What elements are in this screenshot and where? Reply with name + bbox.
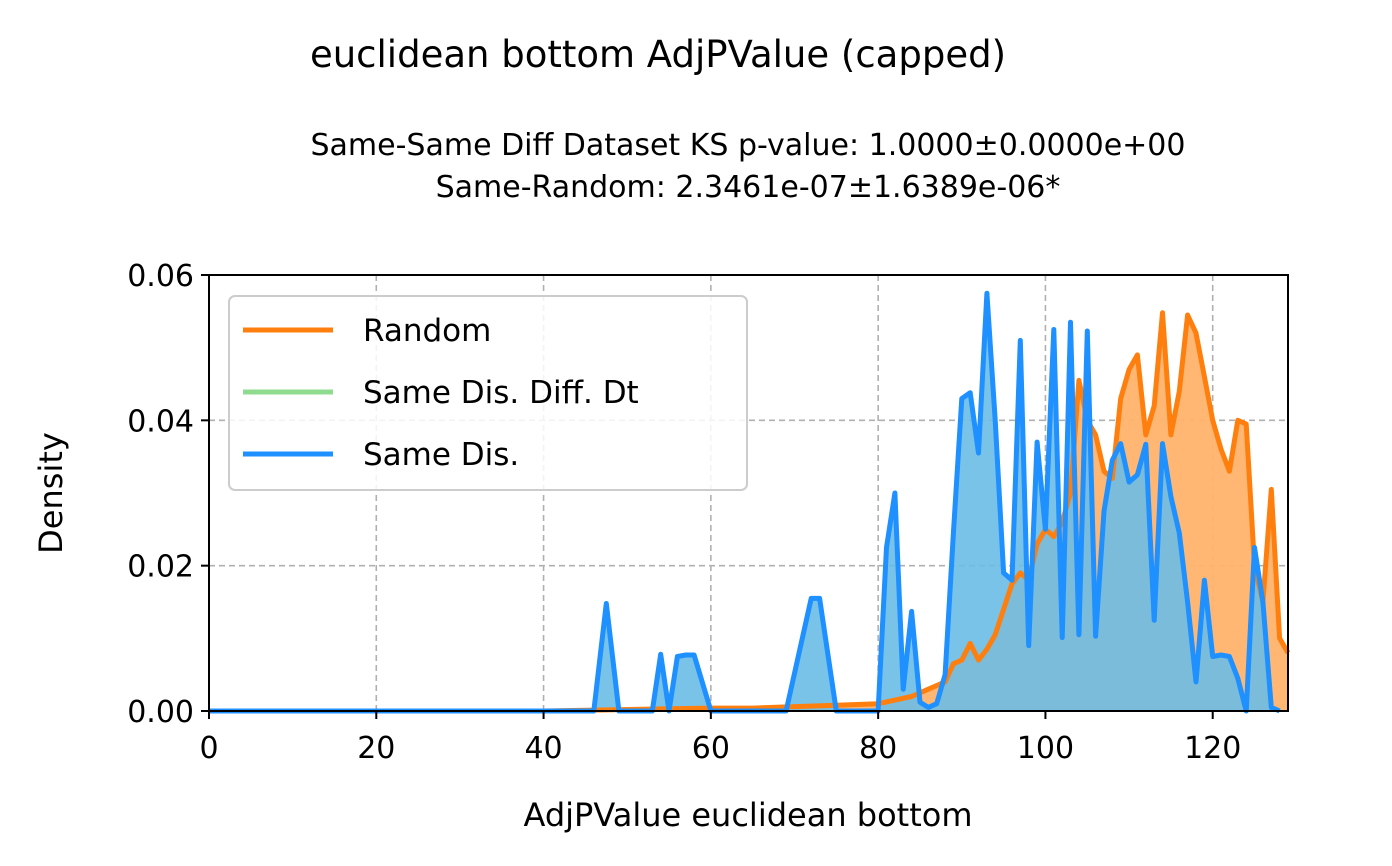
legend-box — [228, 295, 748, 491]
legend-label: Same Dis. — [363, 437, 519, 473]
legend-label: Same Dis. Diff. Dt — [363, 375, 639, 411]
legend-label: Random — [363, 313, 491, 349]
x-tick-label: 80 — [859, 731, 897, 766]
y-tick-label: 0.00 — [127, 695, 194, 730]
x-tick-label: 100 — [1017, 731, 1074, 766]
x-tick-label: 120 — [1184, 731, 1241, 766]
y-tick-label: 0.02 — [127, 550, 194, 585]
y-tick-label: 0.04 — [127, 404, 194, 439]
chart-title: euclidean bottom AdjPValue (capped) — [310, 33, 1006, 76]
x-tick-label: 60 — [692, 731, 730, 766]
x-axis-label: AdjPValue euclidean bottom — [523, 796, 972, 834]
y-tick-label: 0.06 — [127, 259, 194, 294]
y-axis-label: Density — [32, 432, 70, 554]
series-area-2 — [209, 293, 1280, 711]
x-tick-label: 0 — [199, 731, 218, 766]
y-axis: 0.00 0.02 0.04 0.06 — [127, 259, 209, 730]
chart-subtitle-line-1: Same-Same Diff Dataset KS p-value: 1.000… — [311, 128, 1186, 163]
x-tick-label: 20 — [357, 731, 395, 766]
series-areas — [209, 293, 1288, 711]
x-tick-label: 40 — [524, 731, 562, 766]
chart-subtitle-line-2: Same-Random: 2.3461e-07±1.6389e-06* — [436, 170, 1061, 205]
x-axis: 0 20 40 60 80 100 120 — [199, 711, 1241, 766]
series-line-0 — [209, 310, 1291, 714]
legend: Random Same Dis. Diff. Dt Same Dis. — [228, 295, 748, 491]
plot-frame — [208, 274, 1289, 712]
